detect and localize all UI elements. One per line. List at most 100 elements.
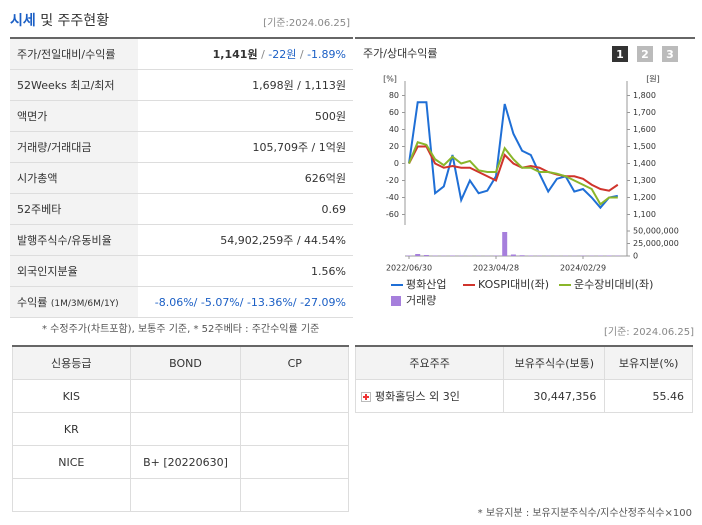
label-cell: 수익률 (1M/3M/6M/1Y) <box>10 286 138 318</box>
value: 1.56% <box>311 264 346 278</box>
y-tick-label: -20 <box>386 176 399 185</box>
chart-panel: 주가/상대수익률 1 2 3 [%] [원] -60 -40 -20 0 20 40 60 80 1,100… <box>355 37 695 319</box>
y2-tick-label: 1,600 <box>633 125 656 134</box>
y2-tick-label: 1,200 <box>633 193 656 202</box>
y2-tick-label: 1,800 <box>633 91 656 100</box>
y2-tick-label: 1,700 <box>633 108 656 117</box>
y-tick-label: -60 <box>386 210 399 219</box>
holders-table: 주요주주 보유주식수(보통) 보유지분(%) 평화홀딩스 외 3인 30,447,356… <box>354 345 693 413</box>
value-cell: 1,698원 / 1,113원 <box>138 69 353 101</box>
cell: 55.46 <box>604 379 693 413</box>
cell: B+ [20220630] <box>129 445 242 479</box>
label-cell: 시가총액 <box>10 162 138 194</box>
y-tick-label: 80 <box>389 91 399 100</box>
cell: 평화홀딩스 외 3인 <box>354 379 505 413</box>
value-part: / <box>296 48 308 61</box>
row: KR <box>12 412 349 446</box>
value: 54,902,259주 / 44.54% <box>220 234 346 247</box>
expand-icon[interactable] <box>361 392 371 402</box>
volume-bar <box>423 255 429 256</box>
title: 시세 <box>10 13 36 29</box>
label-cell: 52Weeks 최고/최저 <box>10 69 138 101</box>
tab[interactable] <box>612 46 628 62</box>
summary-row: 주가/전일대비/수익률 1,141원 / -22원 / -1.89% <box>10 38 353 70</box>
cell: 30,447,356 <box>503 379 606 413</box>
summary-row: 52Weeks 최고/최저 1,698원 / 1,113원 <box>10 69 353 101</box>
y-tick-label: 0 <box>394 159 399 168</box>
header-cell: 주요주주 <box>354 345 505 380</box>
x-tick-label: 2024/02/29 <box>560 264 606 273</box>
x-tick-label: 2022/06/30 <box>386 264 432 273</box>
summary-row: 52주베타 0.69 <box>10 193 353 225</box>
cell-text: KR <box>63 422 79 436</box>
volume-bar <box>606 255 612 256</box>
y-tick-label: 60 <box>389 108 399 117</box>
tab[interactable] <box>662 46 678 62</box>
header-row: 신용등급 BOND CP <box>12 345 349 380</box>
header-cell: BOND <box>129 345 242 380</box>
chart-title: 주가/상대수익률 <box>363 47 438 60</box>
tab-label[interactable]: 2 <box>641 48 649 61</box>
value-cell: 1.56% <box>138 255 353 287</box>
row: KIS <box>12 379 349 413</box>
row <box>12 478 349 512</box>
label-cell: 발행주식수/유동비율 <box>10 224 138 256</box>
label: 시가총액 <box>17 172 58 185</box>
label: 52Weeks 최고/최저 <box>17 79 115 92</box>
cell: KR <box>12 412 131 446</box>
row: 평화홀딩스 외 3인 30,447,356 55.46 <box>354 379 693 413</box>
volume-bar <box>415 254 421 256</box>
summary-row: 외국인지분율 1.56% <box>10 255 353 287</box>
volume-bar <box>406 255 412 256</box>
summary-row: 거래량/거래대금 105,709주 / 1억원 <box>10 131 353 163</box>
chart: 주가/상대수익률 1 2 3 [%] [원] -60 -40 -20 0 20 40 60 80 1,100… <box>363 46 679 307</box>
value-cell: 626억원 <box>138 162 353 194</box>
label-cell: 외국인지분율 <box>10 255 138 287</box>
cell <box>240 445 349 479</box>
tab-label[interactable]: 3 <box>666 48 674 61</box>
label-cell: 주가/전일대비/수익률 <box>10 38 138 70</box>
value: 500원 <box>314 110 346 123</box>
header-cell: 신용등급 <box>12 345 131 380</box>
date: [기준: 2024.06.25] <box>603 327 694 338</box>
label: 수익률 <box>17 296 48 309</box>
y-tick-label: 40 <box>389 125 399 134</box>
cell: NICE <box>12 445 131 479</box>
summary-row: 수익률 (1M/3M/6M/1Y) -8.06%/ -5.07%/ -13.36%… <box>10 286 353 318</box>
tab-label[interactable]: 1 <box>616 48 624 61</box>
summary-row: 발행주식수/유동비율 54,902,259주 / 44.54% <box>10 224 353 256</box>
legend-label: 평화산업 <box>406 278 446 291</box>
label: 액면가 <box>17 110 48 123</box>
value-cell: -8.06%/ -5.07%/ -13.36%/ -27.09% <box>138 286 353 318</box>
cell-text: 30,447,356 <box>533 389 597 403</box>
y2-axis-label: [원] <box>646 75 660 84</box>
page-title: 시세 및 주주현황 <box>10 10 109 30</box>
cell <box>129 412 242 446</box>
cell <box>240 412 349 446</box>
cell <box>240 478 349 512</box>
cell-text: 평화홀딩스 외 3인 <box>375 390 460 403</box>
value: 1,698원 / 1,113원 <box>252 79 346 92</box>
series-line <box>408 145 619 192</box>
cell <box>129 379 242 413</box>
volume-tick-label: 25,000,000 <box>633 239 679 248</box>
label-cell: 액면가 <box>10 100 138 132</box>
cell <box>12 478 131 512</box>
y-tick-label: 20 <box>389 142 399 151</box>
tab[interactable] <box>637 46 653 62</box>
cell-text: 55.46 <box>652 389 685 403</box>
value: 626억원 <box>304 172 346 185</box>
header-cell: 보유주식수(보통) <box>503 345 606 380</box>
label-cell: 52주베타 <box>10 193 138 225</box>
value-cell: 500원 <box>138 100 353 132</box>
cell-text: NICE <box>58 455 85 469</box>
volume-bar <box>510 254 516 256</box>
rating-table: 신용등급 BOND CP KIS KR NICE B+ [20220630] <box>12 345 349 512</box>
volume-tick-label: 0 <box>633 252 638 261</box>
note: * 보유지분 : 보유지분주식수/지수산정주식수×100 <box>477 508 692 519</box>
value-cell: 105,709주 / 1억원 <box>138 131 353 163</box>
label: 52주베타 <box>17 203 62 216</box>
cell-text: B+ [20220630] <box>143 455 228 469</box>
legend-label: 거래량 <box>406 294 436 307</box>
